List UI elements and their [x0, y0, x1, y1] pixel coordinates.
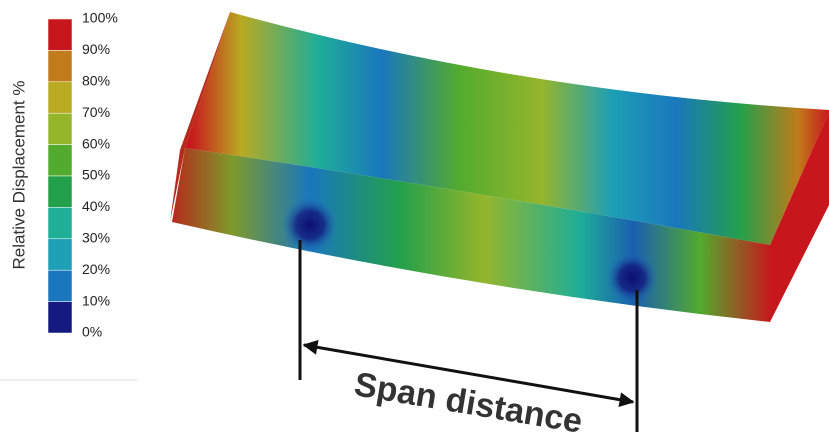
figure: Relative Displacement % 100% 90% 80% 70% 60%… [0, 0, 829, 437]
colorbar-segment [48, 270, 72, 301]
colorbar-segment [48, 50, 72, 81]
colorbar-label: 90% [82, 41, 110, 57]
colorbar-label: 20% [82, 261, 110, 277]
colorbar-segment [48, 19, 72, 50]
colorbar-label: 70% [82, 104, 110, 120]
colorbar-label: 50% [82, 167, 110, 183]
colorbar-label: 10% [82, 292, 110, 308]
beam [170, 12, 829, 322]
colorbar-segment [48, 113, 72, 144]
colorbar-label: 80% [82, 73, 110, 89]
colorbar-label: 100% [82, 10, 118, 26]
colorbar-segment [48, 176, 72, 207]
colorbar-label: 40% [82, 198, 110, 214]
colorbar-label: 60% [82, 135, 110, 151]
legend-title: Relative Displacement % [9, 81, 28, 270]
displacement-spot [606, 252, 658, 304]
span-label: Span distance [352, 365, 586, 437]
page: Relative Displacement % 100% 90% 80% 70% 60%… [0, 0, 829, 437]
colorbar-segment [48, 82, 72, 113]
legend: Relative Displacement % 100% 90% 80% 70% 60%… [9, 10, 117, 340]
colorbar-label: 0% [82, 324, 102, 340]
colorbar-segment [48, 302, 72, 333]
colorbar-segment [48, 239, 72, 270]
colorbar-segment [48, 207, 72, 238]
colorbar-segment [48, 145, 72, 176]
colorbar-label: 30% [82, 230, 110, 246]
displacement-spot [282, 197, 338, 253]
